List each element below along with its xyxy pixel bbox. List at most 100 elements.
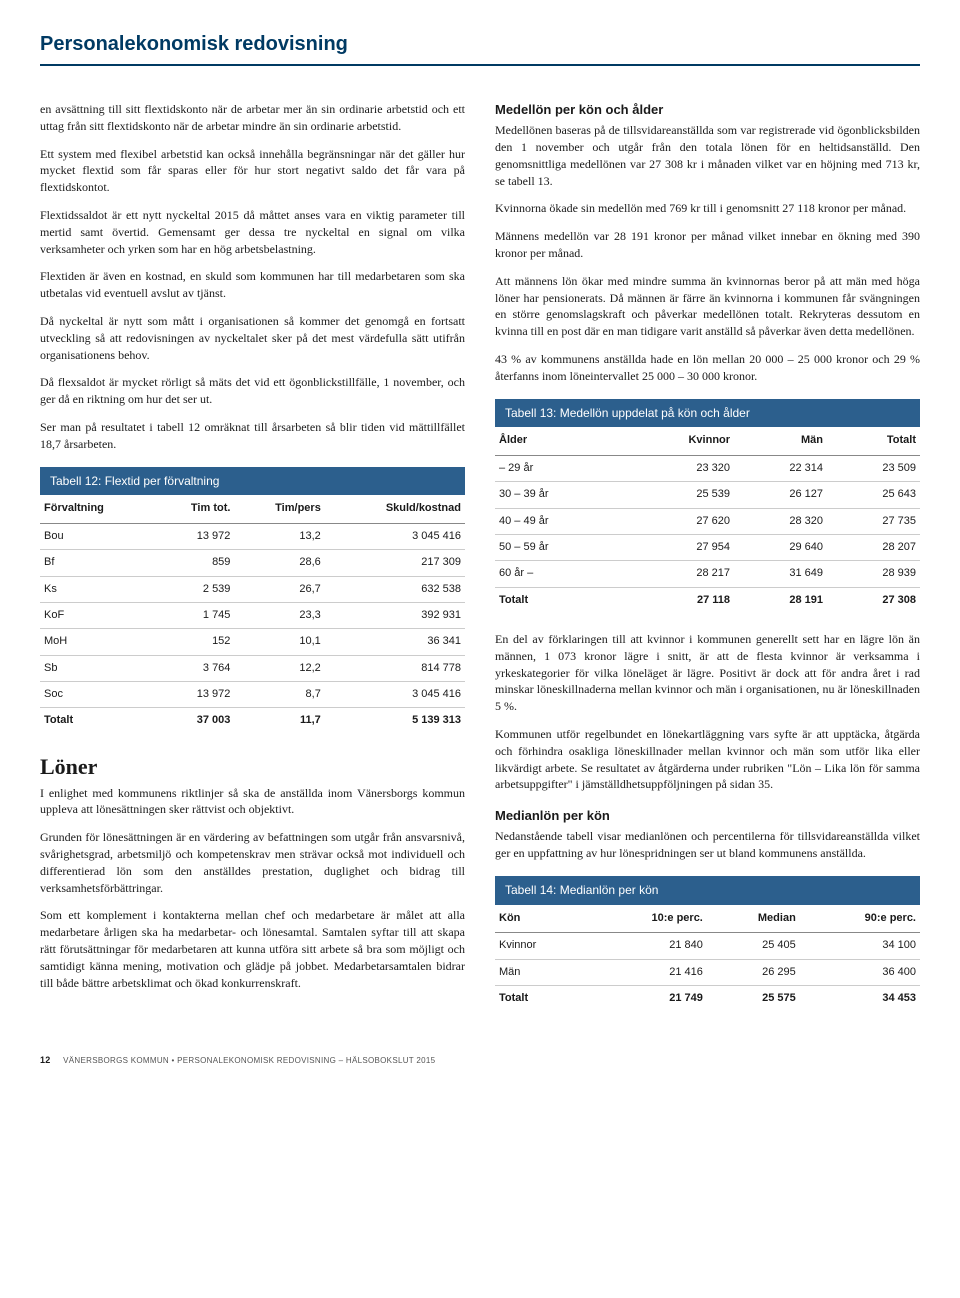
table-row: 60 år –28 21731 64928 939 [495,561,920,587]
col-header: Tim/pers [234,495,324,523]
table-row: KoF1 74523,3392 931 [40,602,465,628]
loner-text: I enlighet med kommunens riktlinjer så s… [40,785,465,992]
para: Då nyckeltal är nytt som mått i organisa… [40,313,465,363]
cell: 8,7 [234,682,324,708]
cell: 40 – 49 år [495,508,623,534]
para: en avsättning till sitt flextidskonto nä… [40,101,465,135]
cell: 22 314 [734,455,827,481]
cell: 28 320 [734,508,827,534]
table-row: Sb3 76412,2814 778 [40,655,465,681]
cell: 28 191 [734,587,827,613]
table-12-title: Tabell 12: Flextid per förvaltning [40,467,465,496]
para: Då flexsaldot är mycket rörligt så mäts … [40,374,465,408]
cell: KoF [40,602,154,628]
col-header: Tim tot. [154,495,234,523]
cell: 25 539 [623,482,734,508]
table-total-row: Totalt27 11828 19127 308 [495,587,920,613]
cell: Kvinnor [495,933,587,959]
col-header: Ålder [495,427,623,455]
col-header: Skuld/kostnad [325,495,465,523]
cell: 23 320 [623,455,734,481]
table-row: – 29 år23 32022 31423 509 [495,455,920,481]
table-row: Ks2 53926,7632 538 [40,576,465,602]
cell: 30 – 39 år [495,482,623,508]
para: Männens medellön var 28 191 kronor per m… [495,228,920,262]
cell: 29 640 [734,534,827,560]
table-12: Tabell 12: Flextid per förvaltning Förva… [40,467,465,734]
table-13-title: Tabell 13: Medellön uppdelat på kön och … [495,399,920,428]
para: 43 % av kommunens anställda hade en lön … [495,351,920,385]
cell: 3 764 [154,655,234,681]
col-header: 10:e perc. [587,905,707,933]
para: En del av förklaringen till att kvinnor … [495,631,920,715]
cell: 217 309 [325,550,465,576]
para: Nedanstående tabell visar medianlönen oc… [495,828,920,862]
para: Som ett komplement i kontakterna mellan … [40,907,465,991]
cell: 25 643 [827,482,920,508]
cell: 34 100 [800,933,920,959]
col-header: Förvaltning [40,495,154,523]
cell: Män [495,959,587,985]
para: Flextidssaldot är ett nytt nyckeltal 201… [40,207,465,257]
footer-text: VÄNERSBORGS KOMMUN • PERSONALEKONOMISK R… [63,1056,435,1065]
cell: 3 045 416 [325,523,465,549]
cell: 21 749 [587,986,707,1012]
cell: 1 745 [154,602,234,628]
cell: Bf [40,550,154,576]
cell: 27 735 [827,508,920,534]
cell: 5 139 313 [325,708,465,734]
cell: 10,1 [234,629,324,655]
table-row: Bf85928,6217 309 [40,550,465,576]
para: I enlighet med kommunens riktlinjer så s… [40,785,465,819]
cell: 37 003 [154,708,234,734]
page-number: 12 [40,1055,51,1065]
col-header: Median [707,905,800,933]
cell: Totalt [40,708,154,734]
cell: 21 840 [587,933,707,959]
cell: MoH [40,629,154,655]
col-header: Män [734,427,827,455]
table-total-row: Totalt37 00311,75 139 313 [40,708,465,734]
cell: 26,7 [234,576,324,602]
after-t13-text: En del av förklaringen till att kvinnor … [495,631,920,793]
cell: 36 341 [325,629,465,655]
table-row: Män21 41626 29536 400 [495,959,920,985]
page-title: Personalekonomisk redovisning [40,30,920,66]
median-text: Nedanstående tabell visar medianlönen oc… [495,828,920,862]
medel-heading: Medellön per kön och ålder [495,101,920,119]
cell: 23 509 [827,455,920,481]
left-column: en avsättning till sitt flextidskonto nä… [40,101,465,1029]
right-column: Medellön per kön och ålder Medellönen ba… [495,101,920,1029]
median-heading: Medianlön per kön [495,807,920,825]
cell: 814 778 [325,655,465,681]
cell: Soc [40,682,154,708]
cell: 27 308 [827,587,920,613]
cell: 25 405 [707,933,800,959]
cell: Totalt [495,587,623,613]
cell: 28 939 [827,561,920,587]
page-footer: 12 VÄNERSBORGS KOMMUN • PERSONALEKONOMIS… [40,1054,920,1067]
col-header: 90:e perc. [800,905,920,933]
cell: 2 539 [154,576,234,602]
cell: 28 207 [827,534,920,560]
cell: 27 620 [623,508,734,534]
para: Att männens lön ökar med mindre summa än… [495,273,920,340]
table-row: 30 – 39 år25 53926 12725 643 [495,482,920,508]
cell: 13 972 [154,682,234,708]
cell: 152 [154,629,234,655]
table-row: 50 – 59 år27 95429 64028 207 [495,534,920,560]
para: Grunden för lönesättningen är en värderi… [40,829,465,896]
col-header: Kön [495,905,587,933]
para: Ser man på resultatet i tabell 12 omräkn… [40,419,465,453]
table-14: Tabell 14: Medianlön per kön Kön 10:e pe… [495,876,920,1011]
table-row: 40 – 49 år27 62028 32027 735 [495,508,920,534]
medel-text: Medellönen baseras på de tillsvidareanst… [495,122,920,384]
cell: 23,3 [234,602,324,628]
cell: 12,2 [234,655,324,681]
cell: 27 954 [623,534,734,560]
intro-text: en avsättning till sitt flextidskonto nä… [40,101,465,453]
table-13-grid: Ålder Kvinnor Män Totalt – 29 år23 32022… [495,427,920,613]
table-14-grid: Kön 10:e perc. Median 90:e perc. Kvinnor… [495,905,920,1012]
cell: 28 217 [623,561,734,587]
cell: Ks [40,576,154,602]
